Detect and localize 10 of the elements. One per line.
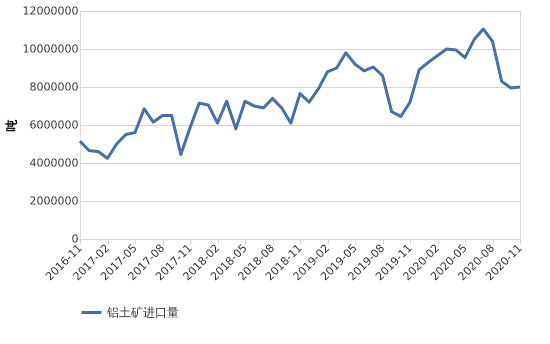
legend-label: 铝土矿进口量 [106,306,179,320]
y-axis-title: 吨 [4,120,19,132]
y-tick-label: 12000000 [22,4,78,18]
y-tick-label: 10000000 [22,42,78,56]
y-tick-label: 2000000 [30,194,78,208]
y-tick-label: 4000000 [30,156,78,170]
y-tick-label: 8000000 [30,80,78,94]
y-tick-label: 6000000 [30,118,78,132]
line-series [78,28,522,160]
y-tick-label: 0 [72,232,78,246]
